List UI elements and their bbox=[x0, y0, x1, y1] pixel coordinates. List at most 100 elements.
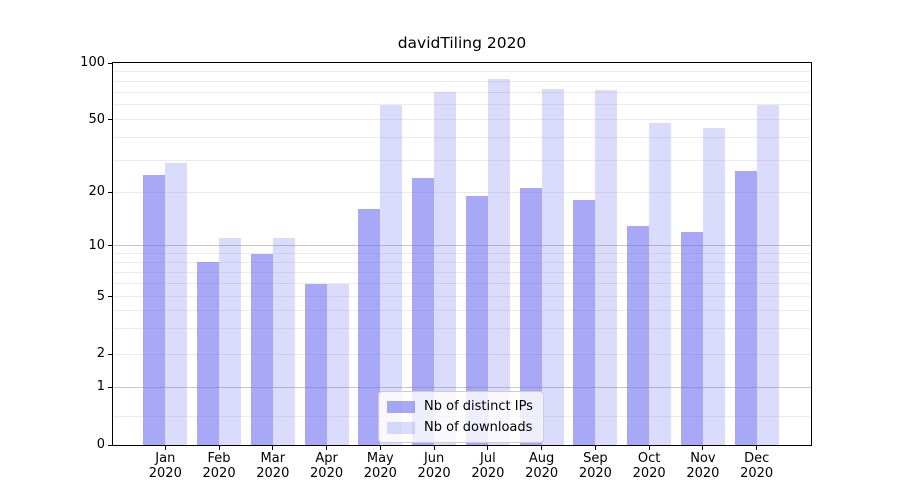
bar-downloads bbox=[756, 104, 779, 445]
legend-item-distinct-ips: Nb of distinct IPs bbox=[387, 398, 533, 415]
x-tick-label: May 2020 bbox=[352, 451, 408, 481]
legend: Nb of distinct IPs Nb of downloads bbox=[378, 391, 544, 443]
y-tick-mark bbox=[108, 62, 112, 64]
x-tick-mark bbox=[326, 446, 328, 450]
x-tick-label-month: Nov bbox=[690, 451, 716, 466]
x-tick-label-year: 2020 bbox=[525, 466, 559, 481]
x-tick-label-year: 2020 bbox=[363, 466, 397, 481]
x-tick-label-month: Apr bbox=[315, 451, 338, 466]
x-tick-label-month: Jan bbox=[155, 451, 176, 466]
bar-distinct-ips bbox=[250, 253, 273, 445]
bar-distinct-ips bbox=[304, 283, 327, 445]
y-tick-label: 2 bbox=[96, 346, 105, 362]
x-tick-label: Jan 2020 bbox=[137, 451, 193, 481]
x-tick-label-month: Sep bbox=[583, 451, 608, 466]
x-tick-mark bbox=[164, 446, 166, 450]
x-tick-label-month: Mar bbox=[260, 451, 286, 466]
gridline-minor bbox=[113, 328, 811, 330]
y-tick-mark bbox=[108, 353, 112, 355]
x-tick-label: Oct 2020 bbox=[621, 451, 677, 481]
x-tick-mark bbox=[648, 446, 650, 450]
y-tick-mark bbox=[108, 245, 112, 247]
gridline-minor bbox=[113, 80, 811, 82]
gridline-minor bbox=[113, 310, 811, 312]
legend-label-downloads: Nb of downloads bbox=[424, 420, 533, 435]
gridline-minor bbox=[113, 253, 811, 255]
bar-distinct-ips bbox=[358, 209, 381, 445]
x-tick-label-year: 2020 bbox=[256, 466, 290, 481]
x-tick-label-year: 2020 bbox=[578, 466, 612, 481]
x-tick-label: Jul 2020 bbox=[460, 451, 516, 481]
bar-downloads bbox=[487, 79, 510, 445]
y-tick-mark bbox=[108, 444, 112, 446]
gridline-minor bbox=[113, 119, 811, 121]
x-tick-mark bbox=[433, 446, 435, 450]
gridline-major bbox=[113, 245, 811, 247]
x-tick-mark bbox=[756, 446, 758, 450]
bar-distinct-ips bbox=[573, 200, 596, 445]
plot-area bbox=[112, 62, 812, 446]
bar-downloads bbox=[649, 123, 672, 445]
bar-downloads bbox=[272, 238, 295, 445]
y-tick-mark bbox=[108, 296, 112, 298]
bar-downloads bbox=[165, 162, 188, 445]
x-tick-label-month: Jul bbox=[480, 451, 496, 466]
x-tick-label: Mar 2020 bbox=[245, 451, 301, 481]
x-tick-mark bbox=[594, 446, 596, 450]
x-tick-mark bbox=[487, 446, 489, 450]
x-tick-label-year: 2020 bbox=[202, 466, 236, 481]
y-tick-label: 5 bbox=[96, 288, 105, 304]
legend-swatch-downloads bbox=[387, 421, 415, 434]
gridline-minor bbox=[113, 353, 811, 355]
x-tick-label: Aug 2020 bbox=[514, 451, 570, 481]
bar-downloads bbox=[326, 283, 349, 445]
bar-downloads bbox=[434, 92, 457, 445]
x-tick-label-year: 2020 bbox=[632, 466, 666, 481]
bar-downloads bbox=[702, 128, 725, 445]
y-tick-mark bbox=[108, 191, 112, 193]
x-tick-label: Dec 2020 bbox=[729, 451, 785, 481]
x-tick-label-month: Aug bbox=[528, 451, 555, 466]
x-tick-label-year: 2020 bbox=[148, 466, 182, 481]
x-tick-mark bbox=[702, 446, 704, 450]
y-tick-label: 20 bbox=[88, 184, 105, 200]
legend-item-downloads: Nb of downloads bbox=[387, 419, 533, 436]
x-tick-label-month: May bbox=[366, 451, 394, 466]
bar-distinct-ips bbox=[465, 196, 488, 445]
gridline-minor bbox=[113, 296, 811, 298]
x-tick-label-year: 2020 bbox=[471, 466, 505, 481]
x-tick-mark bbox=[379, 446, 381, 450]
gridline-minor bbox=[113, 191, 811, 193]
bar-distinct-ips bbox=[680, 231, 703, 445]
x-tick-label-year: 2020 bbox=[686, 466, 720, 481]
bar-downloads bbox=[219, 238, 242, 445]
y-tick-label: 50 bbox=[88, 111, 105, 127]
bar-distinct-ips bbox=[197, 262, 220, 445]
x-tick-label: Sep 2020 bbox=[567, 451, 623, 481]
bar-downloads bbox=[541, 88, 564, 445]
gridline-minor bbox=[113, 261, 811, 263]
bar-downloads bbox=[380, 104, 403, 445]
x-tick-label-year: 2020 bbox=[740, 466, 774, 481]
x-tick-mark bbox=[218, 446, 220, 450]
gridline-minor bbox=[113, 136, 811, 138]
bar-distinct-ips bbox=[519, 188, 542, 445]
x-tick-mark bbox=[541, 446, 543, 450]
x-tick-label: Feb 2020 bbox=[191, 451, 247, 481]
gridline-major bbox=[113, 386, 811, 388]
x-tick-label: Nov 2020 bbox=[675, 451, 731, 481]
x-tick-label-month: Feb bbox=[207, 451, 231, 466]
x-tick-mark bbox=[272, 446, 274, 450]
x-tick-label-year: 2020 bbox=[417, 466, 451, 481]
x-tick-label: Jun 2020 bbox=[406, 451, 462, 481]
x-tick-label-month: Dec bbox=[744, 451, 770, 466]
gridline-minor bbox=[113, 91, 811, 93]
bar-distinct-ips bbox=[412, 177, 435, 445]
chart-title: davidTiling 2020 bbox=[397, 34, 527, 52]
legend-label-distinct-ips: Nb of distinct IPs bbox=[424, 399, 533, 414]
gridline-minor bbox=[113, 71, 811, 73]
gridline-minor bbox=[113, 159, 811, 161]
y-tick-label: 100 bbox=[80, 55, 105, 70]
gridline-minor bbox=[113, 104, 811, 106]
